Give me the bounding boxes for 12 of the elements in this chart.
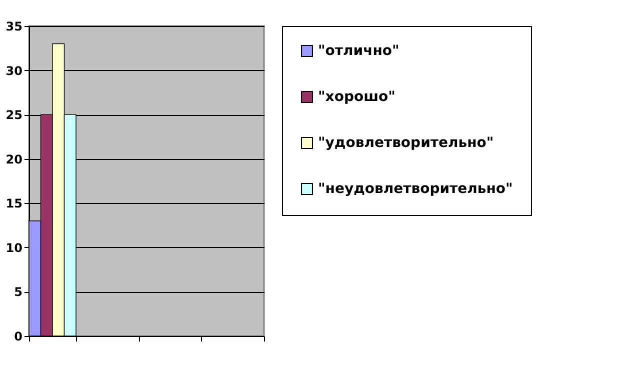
legend-label: "отлично" bbox=[318, 43, 400, 59]
y-tick-label: 5 bbox=[14, 285, 22, 300]
legend-label: "хорошо" bbox=[318, 89, 396, 105]
y-tick-label: 25 bbox=[6, 108, 22, 122]
y-tick-label: 30 bbox=[6, 64, 22, 78]
y-tick-label: 20 bbox=[6, 152, 22, 166]
y-tick-label: 0 bbox=[14, 330, 22, 344]
legend-label: "удовлетворительно" bbox=[318, 135, 494, 151]
legend-label: "неудовлетворительно" bbox=[318, 181, 513, 197]
y-tick-label: 35 bbox=[6, 20, 22, 34]
y-tick-label: 15 bbox=[6, 196, 22, 211]
y-tick-label: 10 bbox=[6, 240, 22, 255]
